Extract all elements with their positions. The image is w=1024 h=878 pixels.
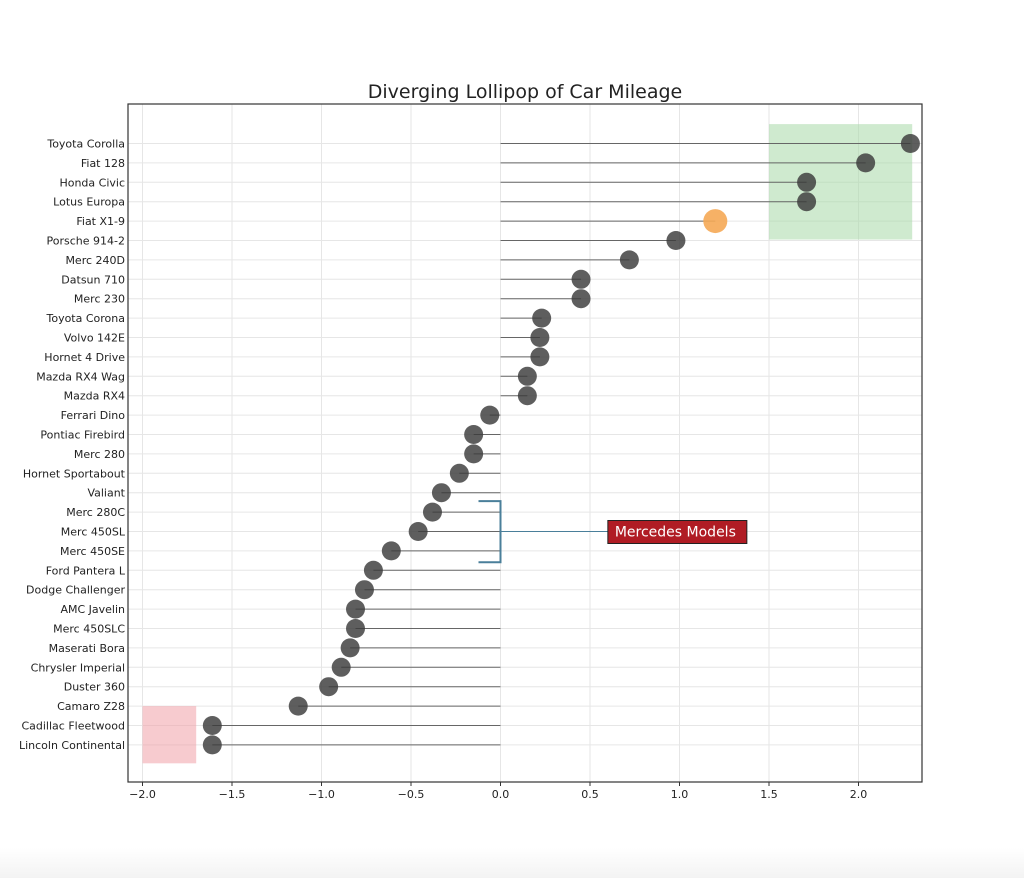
y-tick-label: Merc 280 bbox=[74, 448, 125, 461]
x-tick-label: −2.0 bbox=[129, 788, 156, 801]
y-tick-label: Duster 360 bbox=[64, 681, 125, 694]
point bbox=[666, 231, 686, 250]
points bbox=[202, 134, 920, 755]
y-tick-label: Toyota Corolla bbox=[46, 138, 125, 151]
x-tick-label: −0.5 bbox=[398, 788, 425, 801]
region-low-mileage bbox=[142, 706, 197, 764]
y-tick-label: Chrysler Imperial bbox=[31, 661, 125, 674]
point bbox=[619, 250, 639, 270]
point bbox=[900, 134, 920, 153]
y-tick-label: Pontiac Firebird bbox=[40, 429, 125, 442]
y-tick-label: Ford Pantera L bbox=[46, 564, 126, 577]
y-tick-label: Toyota Corona bbox=[45, 312, 125, 325]
x-tick-label: −1.5 bbox=[219, 788, 246, 801]
y-tick-label: Lincoln Continental bbox=[19, 739, 125, 752]
point bbox=[408, 522, 428, 541]
point bbox=[464, 444, 484, 464]
point bbox=[530, 347, 550, 367]
point bbox=[517, 366, 537, 386]
y-tick-label: Merc 240D bbox=[65, 254, 125, 267]
point bbox=[464, 425, 484, 444]
stems bbox=[212, 143, 911, 746]
y-tick-label: Valiant bbox=[87, 487, 125, 500]
y-tick-label: Hornet 4 Drive bbox=[44, 351, 125, 364]
point bbox=[797, 192, 817, 212]
y-tick-label: Merc 230 bbox=[74, 293, 125, 306]
y-tick-label: Ferrari Dino bbox=[61, 409, 126, 422]
point bbox=[346, 599, 366, 619]
y-tick-label: Merc 450SL bbox=[61, 526, 126, 539]
point bbox=[431, 483, 451, 503]
point bbox=[797, 172, 817, 192]
y-tick-label: Mazda RX4 Wag bbox=[36, 370, 125, 383]
y-tick-label: Honda Civic bbox=[59, 176, 125, 189]
y-tick-label: Mazda RX4 bbox=[64, 390, 125, 403]
point bbox=[363, 560, 383, 580]
point bbox=[354, 580, 374, 600]
y-tick-label: Merc 450SLC bbox=[53, 623, 125, 636]
y-tick-label: Volvo 142E bbox=[64, 332, 125, 345]
annotation-box bbox=[607, 520, 748, 544]
x-tick-label: 1.0 bbox=[671, 788, 689, 801]
annotation-label: Mercedes Models bbox=[615, 525, 736, 541]
point bbox=[346, 619, 366, 638]
y-tick-label: Maserati Bora bbox=[49, 642, 125, 655]
point bbox=[202, 716, 222, 735]
y-tick-label: Fiat 128 bbox=[81, 157, 125, 170]
x-tick-label: 0.0 bbox=[492, 788, 510, 801]
x-tick-label: 0.5 bbox=[581, 788, 599, 801]
point bbox=[422, 502, 442, 522]
point bbox=[331, 657, 351, 677]
point bbox=[202, 735, 222, 755]
point bbox=[571, 269, 591, 289]
y-tick-label: Merc 450SE bbox=[60, 545, 125, 558]
y-tick-label: Fiat X1-9 bbox=[76, 215, 125, 228]
point bbox=[340, 638, 360, 658]
point bbox=[532, 308, 552, 328]
y-tick-label: Hornet Sportabout bbox=[23, 467, 126, 480]
y-tick-label: AMC Javelin bbox=[60, 603, 125, 616]
x-tick-label: −1.0 bbox=[308, 788, 335, 801]
point bbox=[856, 153, 876, 173]
point bbox=[288, 696, 308, 716]
y-tick-label: Dodge Challenger bbox=[26, 584, 125, 597]
plot-frame bbox=[127, 103, 923, 783]
y-tick-labels: Toyota Corolla Fiat 128 Honda Civic Lotus E… bbox=[19, 138, 126, 752]
x-tick-label: 2.0 bbox=[850, 788, 868, 801]
point bbox=[319, 677, 339, 697]
point bbox=[449, 463, 469, 483]
bottom-fade bbox=[0, 848, 1024, 878]
annotation: Mercedes Models bbox=[478, 500, 748, 564]
point bbox=[530, 328, 550, 347]
chart-title: Diverging Lollipop of Car Mileage bbox=[368, 81, 682, 103]
y-tick-label: Camaro Z28 bbox=[57, 700, 125, 713]
point bbox=[571, 289, 591, 309]
highlight-point bbox=[703, 209, 728, 234]
y-tick-label: Datsun 710 bbox=[61, 273, 125, 286]
point bbox=[480, 405, 500, 425]
y-tick-label: Cadillac Fleetwood bbox=[21, 720, 125, 733]
x-tick-labels: −2.0 −1.5 −1.0 −0.5 0.0 0.5 1.0 1.5 2.0 bbox=[129, 782, 867, 801]
y-tick-label: Porsche 914-2 bbox=[47, 235, 125, 248]
x-tick-label: 1.5 bbox=[760, 788, 778, 801]
y-tick-label: Merc 280C bbox=[66, 506, 125, 519]
point bbox=[517, 386, 537, 406]
point bbox=[381, 541, 401, 561]
y-tick-label: Lotus Europa bbox=[53, 196, 125, 209]
